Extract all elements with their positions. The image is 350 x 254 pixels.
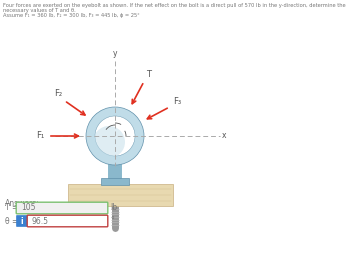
- Text: necessary values of T and θ.: necessary values of T and θ.: [3, 8, 76, 13]
- Text: 105: 105: [21, 203, 35, 213]
- Text: y: y: [113, 49, 117, 58]
- FancyBboxPatch shape: [16, 202, 108, 214]
- Text: T: T: [146, 70, 151, 79]
- Text: T =: T =: [5, 203, 18, 213]
- Bar: [68, 184, 173, 206]
- Text: F₃: F₃: [173, 97, 181, 106]
- Text: °: °: [110, 216, 114, 226]
- Text: 96.5: 96.5: [32, 216, 49, 226]
- Text: θ: θ: [106, 115, 110, 121]
- FancyBboxPatch shape: [27, 215, 108, 227]
- Circle shape: [93, 126, 125, 158]
- Text: Four forces are exerted on the eyebolt as shown. If the net effect on the bolt i: Four forces are exerted on the eyebolt a…: [3, 3, 346, 8]
- Text: x: x: [222, 132, 226, 140]
- Circle shape: [95, 116, 135, 156]
- Text: ϕ: ϕ: [99, 121, 104, 127]
- Text: F₁: F₁: [36, 132, 44, 140]
- FancyBboxPatch shape: [16, 215, 28, 227]
- Text: F₂: F₂: [54, 89, 62, 99]
- Circle shape: [86, 107, 144, 165]
- Text: i: i: [21, 216, 23, 226]
- Text: lb: lb: [110, 203, 117, 213]
- Text: Assume F₁ = 360 lb, F₂ = 300 lb, F₃ = 445 lb, ϕ = 25°: Assume F₁ = 360 lb, F₂ = 300 lb, F₃ = 44…: [3, 13, 140, 18]
- Text: θ =: θ =: [5, 216, 18, 226]
- Text: ϕ: ϕ: [127, 126, 132, 132]
- Text: Answers:: Answers:: [5, 199, 40, 208]
- Bar: [101, 178, 129, 185]
